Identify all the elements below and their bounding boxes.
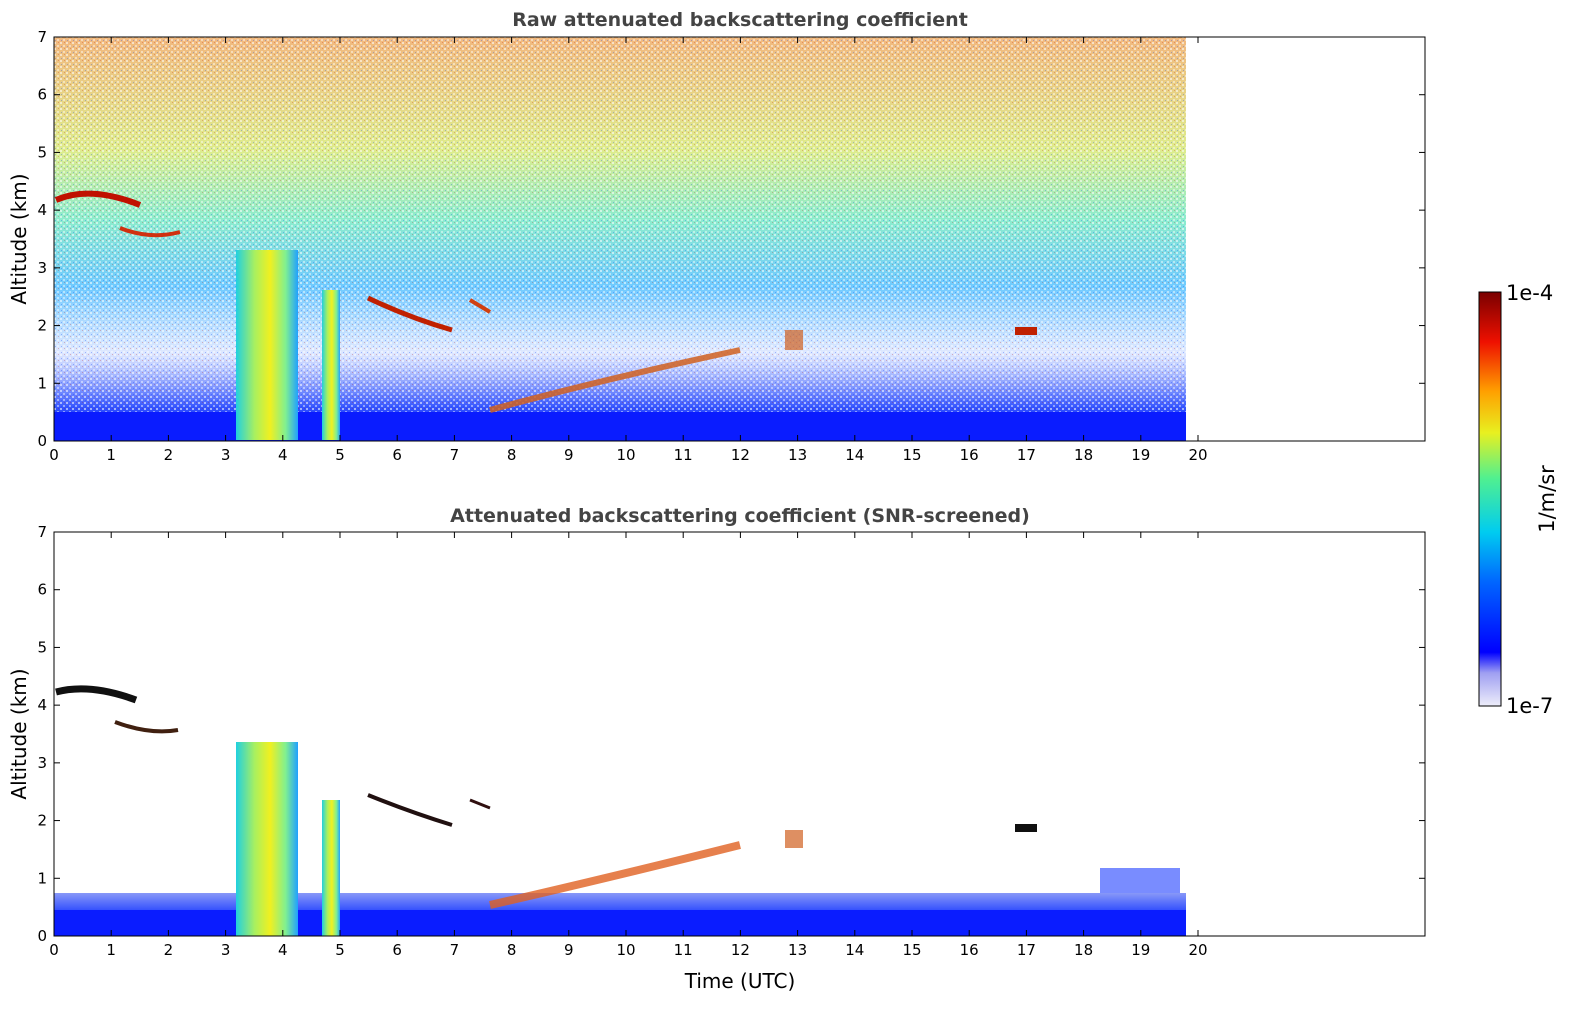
x-tick-label: 9 [564,941,574,959]
x-tick-label: 6 [392,941,402,959]
x-tick-label: 17 [1017,446,1036,464]
panel-screened: Attenuated backscattering coefficient (S… [7,505,1426,993]
y-axis-ticks: 0 1 2 3 4 5 6 7 [37,523,1425,945]
x-tick-label: 6 [392,446,402,464]
y-tick-label: 5 [37,143,47,161]
x-tick-label: 0 [49,446,59,464]
y-tick-label: 6 [37,86,47,104]
x-tick-label: 17 [1017,941,1036,959]
x-tick-label: 5 [335,446,345,464]
x-tick-label: 15 [902,446,921,464]
heatmap-image [54,37,1186,441]
x-tick-label: 5 [335,941,345,959]
x-tick-label: 4 [278,446,288,464]
y-tick-label: 3 [37,259,47,277]
x-axis-ticks: 0 1 2 3 4 5 6 7 8 9 10 11 12 13 14 15 16 17 18 19 20 [49,532,1208,959]
x-tick-label: 2 [164,446,174,464]
panel-title: Attenuated backscattering coefficient (S… [450,505,1030,527]
colorbar-max-label: 1e-4 [1506,281,1553,305]
x-tick-label: 1 [106,446,116,464]
y-axis-ticks: 0 1 2 3 4 5 6 7 [37,28,1425,450]
x-tick-label: 15 [902,941,921,959]
x-tick-label: 8 [507,446,517,464]
x-tick-label: 10 [616,941,635,959]
x-tick-label: 19 [1131,941,1150,959]
x-tick-label: 4 [278,941,288,959]
x-tick-label: 20 [1188,941,1207,959]
x-tick-label: 3 [221,446,231,464]
x-axis-ticks: 0 1 2 3 4 5 6 7 8 9 10 11 12 13 14 15 16 17 18 19 20 [49,37,1208,464]
x-tick-label: 20 [1188,446,1207,464]
x-tick-label: 0 [49,941,59,959]
y-axis-label: Altitude (km) [7,173,31,304]
panel-raw: Raw attenuated backscattering coefficien… [7,9,1426,464]
y-tick-label: 6 [37,581,47,599]
x-tick-label: 9 [564,446,574,464]
x-tick-label: 2 [164,941,174,959]
colorbar-unit-label: 1/m/sr [1535,465,1559,533]
y-tick-label: 4 [37,696,47,714]
heatmap-image [54,685,1186,936]
x-tick-label: 14 [845,446,864,464]
x-tick-label: 18 [1074,446,1093,464]
y-tick-label: 4 [37,201,47,219]
x-axis-label: Time (UTC) [684,969,796,993]
x-tick-label: 13 [788,446,807,464]
plot-frame [53,531,1426,937]
panel-title: Raw attenuated backscattering coefficien… [512,9,968,31]
x-tick-label: 3 [221,941,231,959]
x-tick-label: 1 [106,941,116,959]
x-tick-label: 16 [960,446,979,464]
y-tick-label: 2 [37,317,47,335]
x-tick-label: 8 [507,941,517,959]
x-tick-label: 14 [845,941,864,959]
y-tick-label: 3 [37,754,47,772]
x-tick-label: 7 [450,941,460,959]
y-tick-label: 7 [37,523,47,541]
y-tick-label: 0 [37,927,47,945]
y-tick-label: 0 [37,432,47,450]
colorbar-min-label: 1e-7 [1506,694,1553,718]
y-tick-label: 2 [37,812,47,830]
x-tick-label: 16 [960,941,979,959]
plot-frame [53,36,1426,442]
y-axis-label: Altitude (km) [7,668,31,799]
x-tick-label: 13 [788,941,807,959]
x-tick-label: 11 [674,941,693,959]
x-tick-label: 11 [674,446,693,464]
x-tick-label: 18 [1074,941,1093,959]
x-tick-label: 12 [731,941,750,959]
y-tick-label: 1 [37,374,47,392]
y-tick-label: 7 [37,28,47,46]
y-tick-label: 5 [37,638,47,656]
colorbar-gradient [1478,291,1502,707]
colorbar: 1e-4 1e-7 1/m/sr [1478,281,1559,718]
x-tick-label: 12 [731,446,750,464]
x-tick-label: 19 [1131,446,1150,464]
x-tick-label: 10 [616,446,635,464]
y-tick-label: 1 [37,869,47,887]
x-tick-label: 7 [450,446,460,464]
